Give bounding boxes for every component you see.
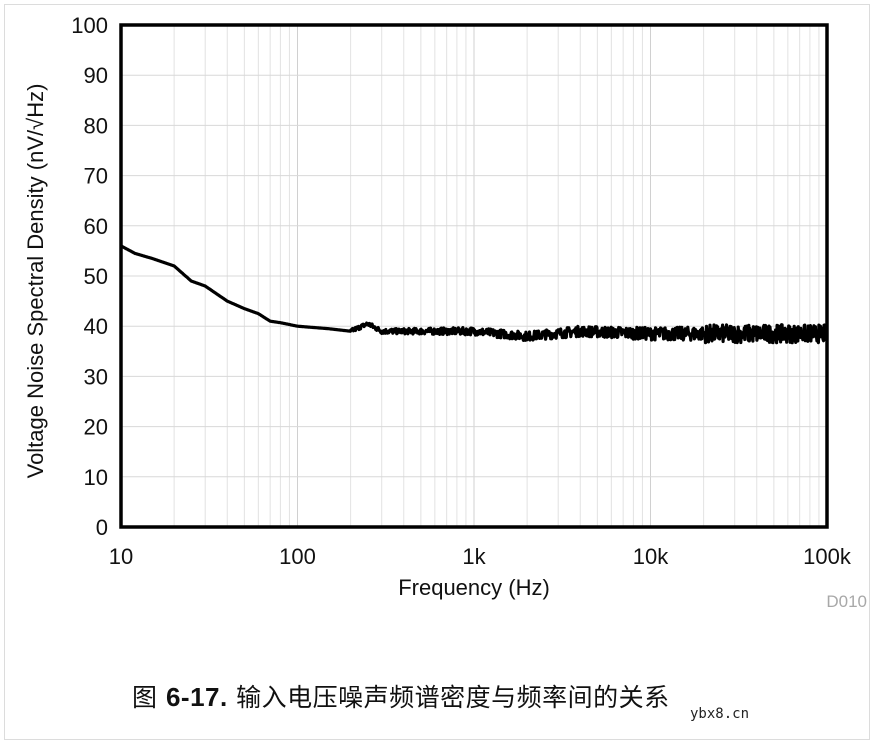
y-tick-label: 0 [96,515,108,540]
x-tick-label: 10 [109,544,133,569]
figure-caption: 图 6-17. 输入电压噪声频谱密度与频率间的关系 [132,678,670,714]
x-tick-label: 10k [633,544,669,569]
caption-number: 6-17. [165,682,228,712]
x-axis-label: Frequency (Hz) [398,575,550,600]
y-tick-label: 100 [71,13,108,38]
y-tick-label: 60 [84,214,108,239]
y-axis-ticks: 0 10 20 30 40 50 60 70 80 90 100 [71,13,108,540]
y-tick-label: 40 [84,314,108,339]
y-axis-label: Voltage Noise Spectral Density (nV/√Hz) [23,84,48,479]
y-tick-label: 20 [84,415,108,440]
y-tick-label: 80 [84,113,108,138]
x-tick-label: 100k [803,544,852,569]
figure-code: D010 [826,592,867,611]
y-tick-label: 30 [84,364,108,389]
noise-curve [119,244,829,345]
caption-text: 输入电压噪声频谱密度与频率间的关系 [227,683,670,712]
figure-frame [4,4,870,740]
x-tick-label: 100 [279,544,316,569]
watermark: ybx8.cn [690,706,750,722]
x-axis-ticks: 10 100 1k 10k 100k [109,544,852,569]
y-tick-label: 50 [84,264,108,289]
noise-density-line [119,244,829,345]
grid-lines [121,25,827,527]
y-tick-label: 90 [84,63,108,88]
y-tick-label: 10 [84,465,108,490]
plot-area-border [119,23,829,529]
caption-prefix: 图 [132,683,166,712]
x-tick-label: 1k [462,544,486,569]
y-tick-label: 70 [84,164,108,189]
